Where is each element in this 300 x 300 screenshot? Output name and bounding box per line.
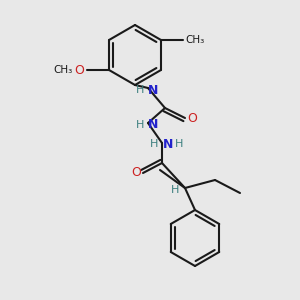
Text: O: O xyxy=(187,112,197,124)
Text: N: N xyxy=(163,137,173,151)
Text: N: N xyxy=(148,118,158,131)
Text: N: N xyxy=(148,83,158,97)
Text: H: H xyxy=(136,120,144,130)
Text: O: O xyxy=(131,167,141,179)
Text: CH₃: CH₃ xyxy=(53,65,73,75)
Text: O: O xyxy=(74,64,84,76)
Text: H: H xyxy=(136,85,144,95)
Text: H: H xyxy=(171,185,179,195)
Text: H: H xyxy=(150,139,158,149)
Text: H: H xyxy=(175,139,183,149)
Text: CH₃: CH₃ xyxy=(185,35,205,45)
